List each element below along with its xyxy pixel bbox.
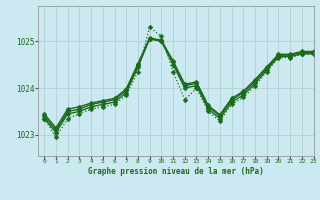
X-axis label: Graphe pression niveau de la mer (hPa): Graphe pression niveau de la mer (hPa) xyxy=(88,167,264,176)
